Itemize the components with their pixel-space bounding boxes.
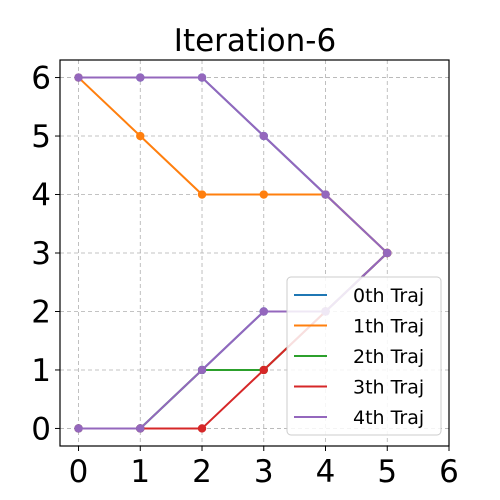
x-tick-label-5: 5 (377, 454, 397, 490)
data-point-4-0 (74, 73, 83, 82)
series-group (74, 73, 392, 433)
y-tick-label-0: 0 (31, 411, 51, 447)
data-point-4-5 (383, 248, 392, 258)
series-line-1 (77, 76, 388, 254)
legend-label-0: 0th Traj (353, 285, 424, 307)
series-4 (74, 73, 392, 433)
data-point-4-8 (197, 365, 207, 375)
data-point-1-3 (259, 190, 268, 199)
legend-item-0: 0th Traj (294, 285, 424, 307)
data-point-4-9 (136, 424, 145, 433)
data-point-1-2 (197, 190, 207, 199)
y-tick-label-5: 5 (31, 119, 51, 155)
y-tick-label-2: 2 (31, 294, 51, 330)
legend-box (286, 276, 442, 436)
legend-item-4: 4th Traj (294, 407, 424, 429)
data-point-4-2 (197, 73, 207, 82)
legend-item-3: 3th Traj (294, 377, 424, 399)
data-point-4-4 (321, 190, 330, 199)
data-point-4-1 (136, 73, 145, 82)
y-tick-label-1: 1 (31, 353, 51, 389)
y-tick-label-4: 4 (31, 178, 51, 214)
data-point-4-3 (259, 131, 268, 141)
legend-label-3: 3th Traj (353, 377, 424, 399)
x-tick-label-0: 0 (69, 454, 89, 490)
data-point-4-10 (74, 424, 83, 433)
x-tick-label-2: 2 (192, 454, 212, 490)
x-tick-label-3: 3 (254, 454, 274, 490)
legend-label-2: 2th Traj (353, 346, 424, 368)
data-point-4-7 (259, 307, 268, 316)
data-point-1-1 (136, 131, 145, 141)
axis-ticks: 0 1 2 3 4 5 6 0 1 2 3 4 5 6 (31, 61, 459, 490)
y-tick-label-6: 6 (31, 61, 51, 97)
x-tick-label-4: 4 (316, 454, 336, 490)
chart-title: Iteration-6 (174, 23, 336, 59)
y-tick-label-3: 3 (31, 236, 51, 272)
legend-label-1: 1th Traj (353, 316, 424, 338)
data-point-3-3 (197, 424, 207, 433)
x-tick-label-1: 1 (130, 454, 150, 490)
legend: 0th Traj 1th Traj 2th Traj 3th Traj 4th Traj (286, 276, 442, 436)
series-1 (74, 73, 392, 258)
legend-item-2: 2th Traj (294, 346, 424, 368)
data-point-3-2 (259, 365, 268, 375)
legend-item-1: 1th Traj (294, 316, 424, 338)
legend-label-4: 4th Traj (353, 407, 424, 429)
x-tick-label-6: 6 (439, 454, 459, 490)
